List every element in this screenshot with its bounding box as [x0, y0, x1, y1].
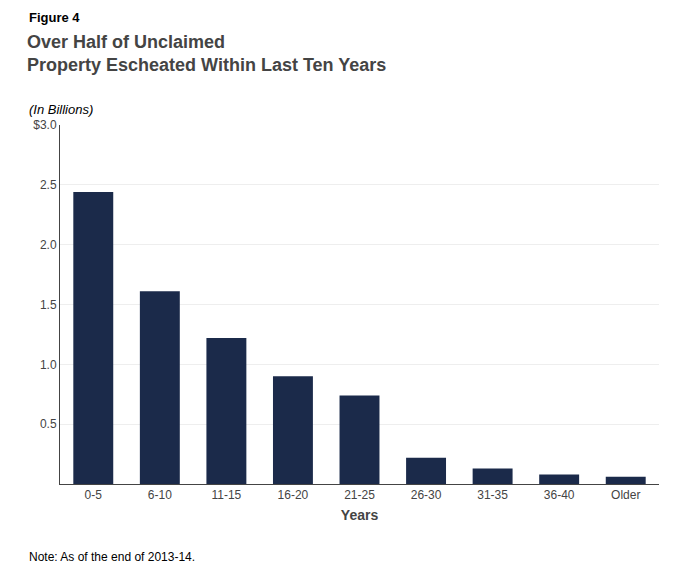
svg-text:2.5: 2.5 [40, 178, 57, 192]
svg-text:Older: Older [611, 488, 640, 502]
svg-text:0.5: 0.5 [40, 417, 57, 431]
svg-text:31-35: 31-35 [477, 488, 508, 502]
svg-text:16-20: 16-20 [278, 488, 309, 502]
svg-text:21-25: 21-25 [344, 488, 375, 502]
svg-text:2.0: 2.0 [40, 238, 57, 252]
svg-text:1.5: 1.5 [40, 298, 57, 312]
svg-text:36-40: 36-40 [544, 488, 575, 502]
svg-text:Note: As of the end of 2013-14: Note: As of the end of 2013-14. [29, 550, 195, 564]
svg-text:6-10: 6-10 [148, 488, 172, 502]
svg-text:Figure 4: Figure 4 [29, 10, 80, 25]
svg-text:0-5: 0-5 [85, 488, 103, 502]
svg-text:Years: Years [341, 507, 379, 523]
svg-text:11-15: 11-15 [211, 488, 241, 502]
svg-text:26-30: 26-30 [411, 488, 442, 502]
svg-text:Over Half of UnclaimedProperty: Over Half of UnclaimedProperty Escheated… [27, 32, 386, 75]
svg-text:(In Billions): (In Billions) [29, 102, 93, 117]
svg-text:$3.0: $3.0 [33, 118, 57, 132]
svg-text:1.0: 1.0 [40, 358, 57, 372]
